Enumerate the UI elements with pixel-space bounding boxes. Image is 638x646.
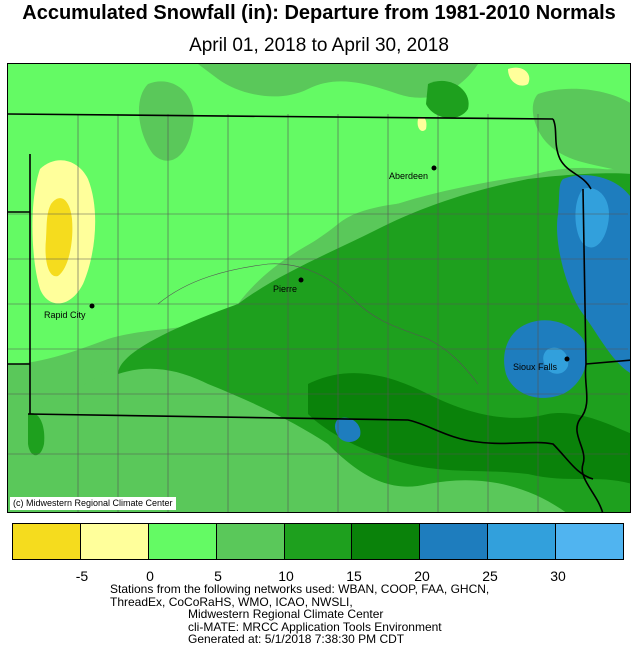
east-blue-patch bbox=[557, 175, 630, 373]
north-blotch bbox=[138, 81, 194, 161]
north-yellow-spot bbox=[508, 67, 530, 86]
legend-tick-label: 25 bbox=[482, 568, 498, 584]
legend-swatch bbox=[556, 524, 624, 559]
legend-swatch bbox=[216, 524, 285, 559]
footer-networks-line: Stations from the following networks use… bbox=[110, 582, 490, 596]
map-canvas: Aberdeen Pierre Rapid City Sioux Falls bbox=[8, 64, 630, 512]
legend-swatch bbox=[352, 524, 421, 559]
city-marker-rapid-city bbox=[89, 303, 95, 309]
legend-tick-label: -5 bbox=[75, 568, 89, 584]
deepest-green-zone bbox=[308, 373, 630, 484]
west-gold-zone bbox=[45, 198, 73, 277]
legend-swatch bbox=[488, 524, 557, 559]
copyright-credit: (c) Midwestern Regional Climate Center bbox=[10, 497, 176, 510]
legend-swatch bbox=[148, 524, 217, 559]
city-label-sioux-falls: Sioux Falls bbox=[513, 362, 558, 372]
northeast-blotch bbox=[532, 88, 630, 174]
legend-tick-label: 0 bbox=[146, 568, 154, 584]
footer-climate-line: cli-MATE: MRCC Application Tools Environ… bbox=[188, 619, 442, 634]
snowfall-departure-map: Aberdeen Pierre Rapid City Sioux Falls (… bbox=[7, 63, 631, 513]
small-yellow-spot bbox=[417, 117, 427, 131]
city-marker-aberdeen bbox=[431, 165, 437, 171]
city-label-pierre: Pierre bbox=[273, 284, 297, 294]
city-label-rapid-city: Rapid City bbox=[44, 310, 86, 320]
color-legend bbox=[12, 523, 624, 560]
legend-swatch bbox=[420, 524, 489, 559]
north-band bbox=[198, 64, 478, 98]
sioux-falls-light-blue bbox=[543, 347, 569, 374]
state-borders bbox=[8, 113, 630, 512]
city-marker-pierre bbox=[298, 277, 304, 283]
footer-mrcc-line: Midwestern Regional Climate Center bbox=[188, 607, 384, 621]
south-blue-spot bbox=[335, 417, 361, 442]
footer-networks-line-2: ThreadEx, CoCoRaHS, WMO, ICAO, NWSLI, bbox=[110, 594, 353, 609]
legend-tick-label: 30 bbox=[550, 568, 566, 584]
county-lines bbox=[8, 114, 628, 512]
footer-generated-line: Generated at: 5/1/2018 7:38:30 PM CDT bbox=[188, 632, 405, 646]
north-dark-spot bbox=[426, 80, 469, 119]
southwest-dark-spot bbox=[28, 413, 45, 456]
city-marker-sioux-falls bbox=[564, 356, 570, 362]
legend-tick-label: 5 bbox=[214, 568, 222, 584]
date-range-subtitle: April 01, 2018 to April 30, 2018 bbox=[189, 35, 449, 56]
legend-swatch bbox=[284, 524, 353, 559]
legend-tick-label: 10 bbox=[278, 568, 294, 584]
legend-tick-label: 15 bbox=[346, 568, 362, 584]
legend-swatch bbox=[80, 524, 149, 559]
city-label-aberdeen: Aberdeen bbox=[389, 171, 428, 181]
footer-notes: Stations from the following networks use… bbox=[0, 583, 638, 646]
map-title: Accumulated Snowfall (in): Departure fro… bbox=[22, 2, 616, 24]
legend-tick-label: 20 bbox=[414, 568, 430, 584]
legend-swatch bbox=[13, 524, 81, 559]
legend-ticks: -5 0 5 10 15 20 25 30 bbox=[0, 567, 638, 587]
